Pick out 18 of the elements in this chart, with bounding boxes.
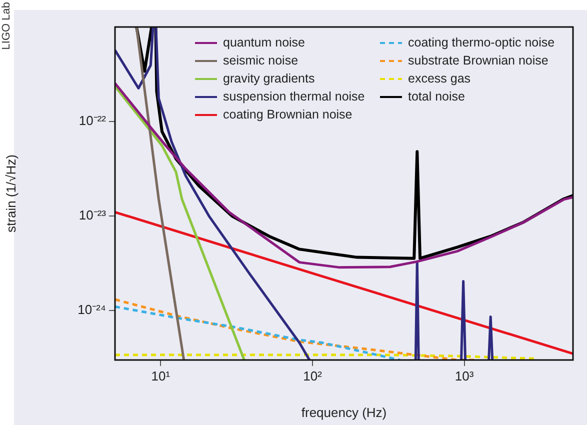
legend-label: excess gas <box>408 71 471 86</box>
x-tick-label: 10² <box>303 368 323 384</box>
x-tick-label: 10¹ <box>151 368 171 384</box>
legend-label: coating thermo-optic noise <box>408 35 555 50</box>
legend-label: coating Brownian noise <box>223 107 352 122</box>
x-tick-label: 10³ <box>454 368 474 384</box>
y-axis-title: strain (1/√Hz) <box>3 154 18 232</box>
y-tick-label: 10⁻²² <box>78 113 107 128</box>
y-tick-label: 10⁻²⁴ <box>78 302 106 318</box>
legend-label: gravity gradients <box>223 71 315 86</box>
legend-label: suspension thermal noise <box>223 89 365 104</box>
text: LIGO Lab <box>0 2 13 50</box>
y-tick-label: 10⁻²³ <box>78 208 107 223</box>
legend-label: substrate Brownian noise <box>408 53 548 68</box>
legend-label: seismic noise <box>223 53 298 68</box>
legend-label: quantum noise <box>223 35 306 50</box>
x-axis-title: frequency (Hz) <box>301 404 387 420</box>
legend-label: total noise <box>408 89 466 104</box>
